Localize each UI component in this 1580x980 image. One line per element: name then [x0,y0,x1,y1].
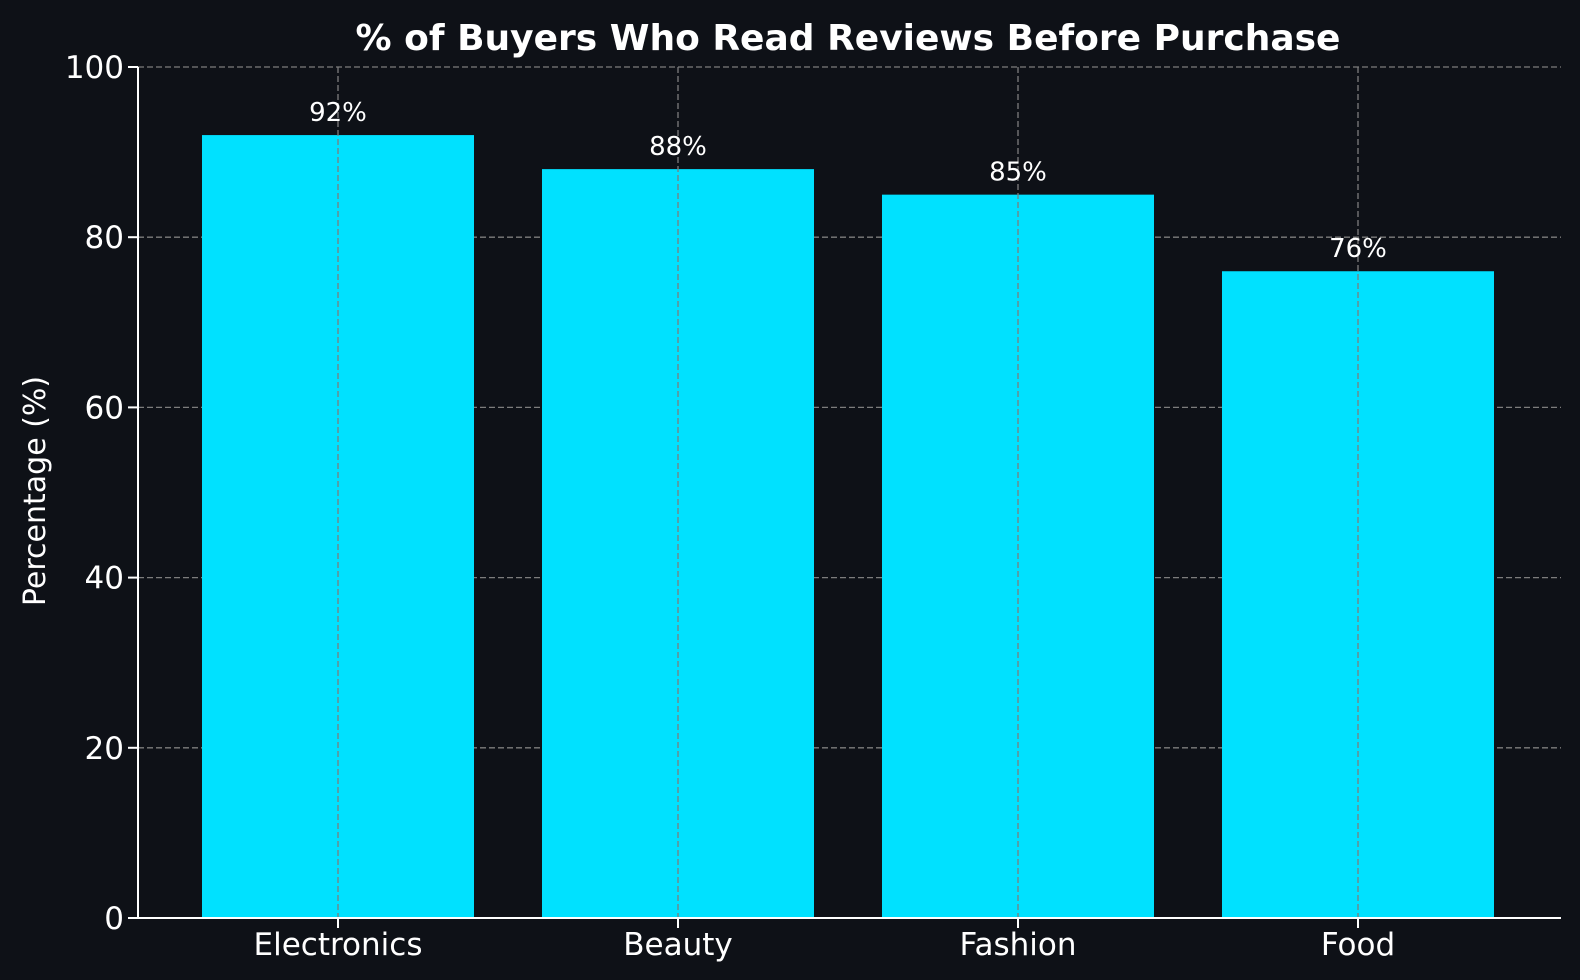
y-tick-label: 40 [85,561,124,597]
labels-layer: 0 20 40 60 80 100 92% Electronics 88% Beauty 85% Fa… [65,50,1395,963]
y-tick-label: 60 [85,390,124,426]
y-tick-label: 20 [85,731,124,767]
y-tick-label: 80 [85,220,124,256]
x-tick-label-fashion: Fashion [959,927,1076,963]
y-tick-label: 100 [65,50,124,86]
vertical-grid-layer [337,67,1359,918]
x-tick-label-food: Food [1321,927,1395,963]
data-label-food: 76% [1329,234,1387,264]
bars-layer [202,135,1494,918]
y-tick-label: 0 [104,901,124,937]
axes-layer [128,66,1561,928]
y-axis-title: Percentage (%) [18,376,53,606]
data-label-beauty: 88% [649,132,707,162]
x-tick-label-electronics: Electronics [254,927,423,963]
x-tick-label-beauty: Beauty [623,927,732,963]
chart-title: % of Buyers Who Read Reviews Before Purc… [356,18,1341,59]
data-label-electronics: 92% [309,98,367,128]
data-label-fashion: 85% [989,158,1047,188]
